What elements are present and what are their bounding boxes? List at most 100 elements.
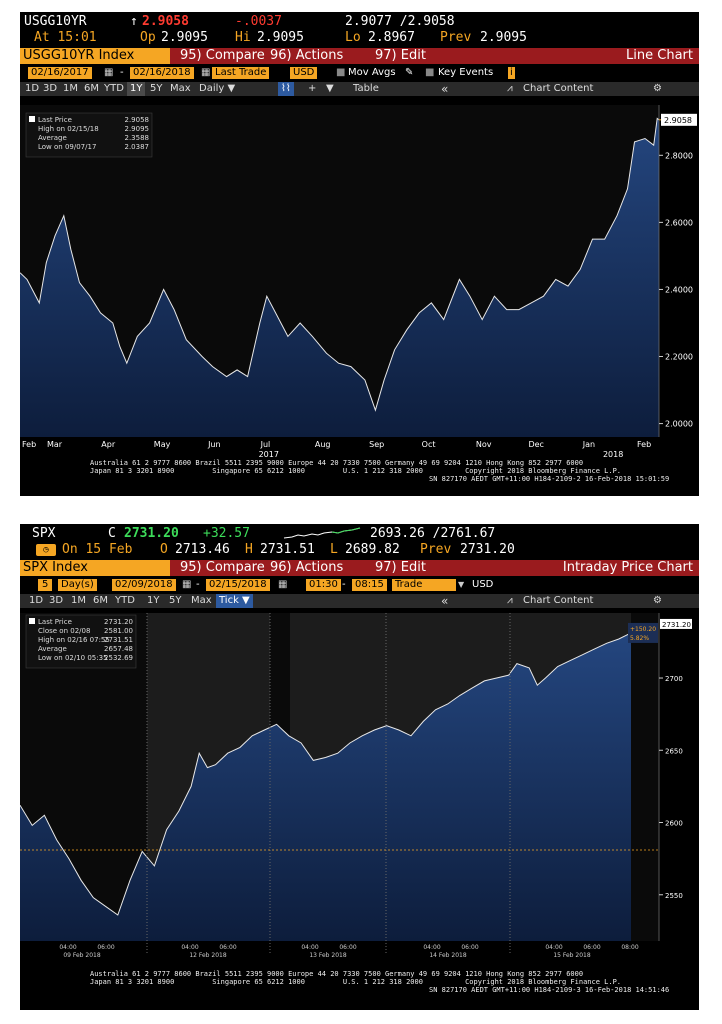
chart-content-button[interactable]: Chart Content [523, 595, 594, 606]
legend-box: Last Price 2.9058 High on 02/15/18 2.9095 Av… [25, 112, 153, 158]
end-date-field[interactable]: 02/16/2018 [130, 67, 194, 79]
period-1m[interactable]: 1M [63, 83, 78, 94]
edit-button[interactable]: 97) Edit [375, 560, 426, 575]
checkbox-icon[interactable]: ■ [425, 67, 435, 78]
calendar-icon[interactable]: ▦ [201, 67, 211, 78]
compare-button[interactable]: 95) Compare [180, 560, 265, 575]
year-label: 2017 [259, 450, 279, 459]
prev-label: Prev [420, 542, 452, 557]
prev-label: Prev [440, 30, 472, 45]
period-ytd[interactable]: YTD [104, 83, 124, 94]
last-price-badge-text: 2.9058 [664, 116, 692, 125]
yield-line-chart[interactable]: 2.0000 2.2000 2.4000 2.6000 2.8000 Feb Mar Apr M… [20, 97, 699, 474]
start-date-field[interactable]: 02/16/2017 [28, 67, 92, 79]
end-date-field[interactable]: 02/15/2018 [206, 579, 270, 591]
yield-area [20, 118, 659, 438]
legend-value: 2532.69 [104, 654, 133, 662]
pencil-icon[interactable]: ✎ [405, 67, 414, 78]
date-range-bar: 02/16/2017 ▦ - 02/16/2018 ▦ Last Trade U… [20, 66, 699, 80]
period-max[interactable]: Max [191, 595, 212, 606]
period-6m[interactable]: 6M [84, 83, 99, 94]
line-chart-icon[interactable]: ⌇⌇ [278, 82, 294, 96]
back-button[interactable]: « [441, 82, 449, 96]
y-tick-label: 2.2000 [665, 353, 693, 362]
x-tick-label: Aug [315, 440, 331, 449]
open-label: Op [140, 30, 156, 45]
period-3d[interactable]: 3D [49, 595, 64, 606]
legend-swatch [29, 116, 35, 122]
compare-button[interactable]: 95) Compare [180, 48, 265, 63]
x-tick-label: 06:00 [583, 944, 600, 951]
x-tick-label: Sep [369, 440, 384, 449]
last-price: 2731.20 [124, 526, 179, 541]
legend-value: 2731.20 [104, 618, 133, 626]
high-value: 2731.51 [260, 542, 315, 557]
security-tab[interactable]: USGG10YR Index [20, 48, 170, 64]
exchange-icon[interactable]: ◷ [36, 544, 56, 556]
info-icon[interactable]: i [508, 67, 515, 79]
actions-button[interactable]: 96) Actions [270, 48, 344, 63]
security-tab[interactable]: SPX Index [20, 560, 170, 576]
period-3d[interactable]: 3D [43, 83, 58, 94]
crosshair-icon[interactable]: + [308, 83, 317, 94]
net-change: +32.57 [203, 526, 250, 541]
legend-value: 2.0387 [125, 143, 150, 151]
period-1m[interactable]: 1M [71, 595, 86, 606]
period-max[interactable]: Max [170, 83, 191, 94]
dropdown-icon[interactable]: ▼ [458, 580, 465, 589]
period-1d[interactable]: 1D [29, 595, 44, 606]
field-select[interactable]: Trade [392, 579, 456, 591]
chart-type-label: Intraday Price Chart [562, 560, 693, 575]
chart-content-icon[interactable]: ⩘ [507, 595, 513, 606]
day-range: 2693.26 /2761.67 [370, 526, 496, 541]
low-label: Lo [345, 30, 361, 45]
open-value: 2.9095 [161, 30, 208, 45]
frequency-select[interactable]: Daily ▼ [199, 83, 236, 94]
intraday-line-chart[interactable]: 2550 2600 2650 2700 04:00 06:00 04:00 06:00 04:0… [20, 609, 699, 971]
field-select[interactable]: Last Trade [212, 67, 270, 79]
frequency-select[interactable]: Tick ▼ [216, 594, 253, 608]
open-label: O [160, 542, 168, 557]
footer-line-1: Australia 61 2 9777 8600 Brazil 5511 239… [90, 970, 584, 978]
period-5y[interactable]: 5Y [169, 595, 182, 606]
end-time-field[interactable]: 08:15 [352, 579, 387, 591]
start-date-field[interactable]: 02/09/2018 [112, 579, 176, 591]
footer-line-2: Japan 81 3 3201 8900 Singapore 65 6212 1… [90, 467, 622, 475]
calendar-icon[interactable]: ▦ [278, 579, 288, 590]
calendar-icon[interactable]: ▦ [104, 67, 114, 78]
period-1y[interactable]: 1Y [127, 82, 146, 96]
x-tick-label: May [154, 440, 171, 449]
chart-content-button[interactable]: Chart Content [523, 83, 594, 94]
edit-button[interactable]: 97) Edit [375, 48, 426, 63]
chart-content-icon[interactable]: ⩘ [507, 83, 513, 94]
period-ytd[interactable]: YTD [115, 595, 135, 606]
currency-select[interactable]: USD [290, 67, 318, 79]
gear-icon[interactable]: ⚙ [653, 595, 662, 606]
days-field[interactable]: 5 [38, 579, 53, 591]
sparkline [283, 527, 361, 539]
table-button[interactable]: Table [353, 83, 379, 94]
legend-background [25, 112, 153, 158]
bid-ask: 2.9077 /2.9058 [345, 14, 455, 29]
ticker[interactable]: USGG10YR [24, 14, 87, 29]
ticker[interactable]: SPX [32, 526, 56, 541]
gear-icon[interactable]: ⚙ [653, 83, 662, 94]
mov-avgs-toggle[interactable]: Mov Avgs [348, 67, 396, 78]
period-5y[interactable]: 5Y [150, 83, 163, 94]
y-tick-label: 2700 [665, 675, 683, 683]
start-time-field[interactable]: 01:30 [306, 579, 341, 591]
y-tick-label: 2.0000 [665, 420, 693, 429]
checkbox-icon[interactable]: ■ [336, 67, 346, 78]
x-tick-label: 04:00 [59, 944, 76, 951]
period-1d[interactable]: 1D [25, 83, 40, 94]
change-badge-text: +150.20 [630, 626, 656, 633]
dropdown-icon[interactable]: ▼ [326, 83, 334, 94]
key-events-toggle[interactable]: Key Events [438, 67, 494, 78]
day-label: 12 Feb 2018 [189, 952, 227, 959]
period-1y[interactable]: 1Y [147, 595, 160, 606]
back-button[interactable]: « [441, 594, 449, 608]
period-6m[interactable]: 6M [93, 595, 108, 606]
calendar-icon[interactable]: ▦ [182, 579, 192, 590]
y-tick-label: 2.8000 [665, 151, 693, 160]
actions-button[interactable]: 96) Actions [270, 560, 344, 575]
